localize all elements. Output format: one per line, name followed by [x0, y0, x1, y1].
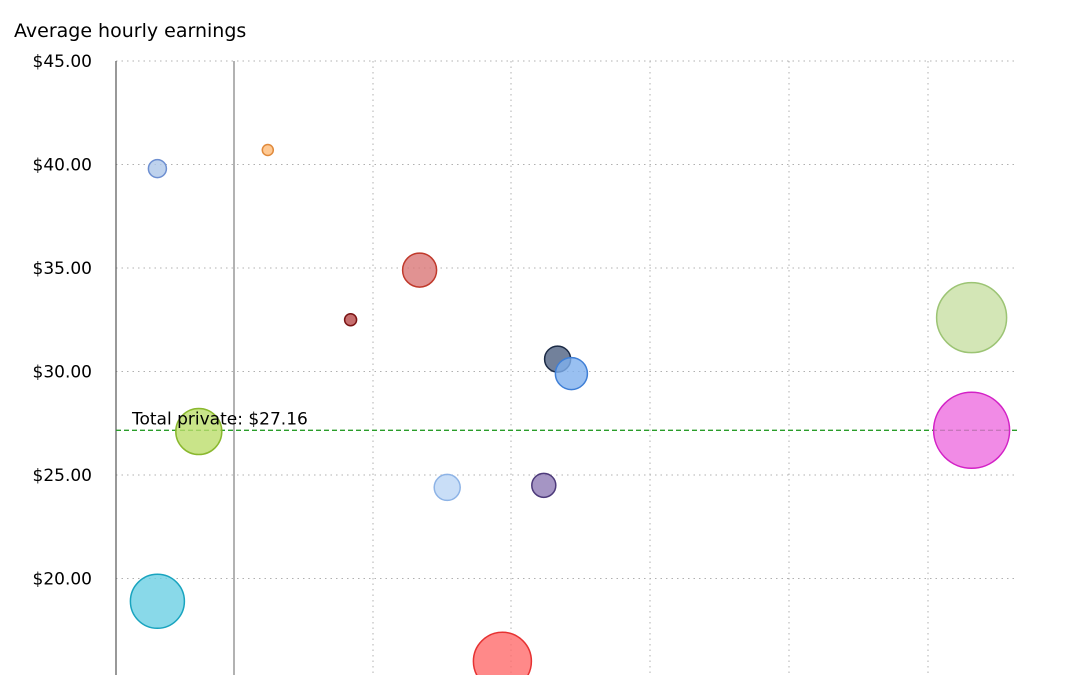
- bubble-point: [129, 573, 186, 630]
- bubble-point: [147, 158, 168, 179]
- y-tick-label: $25.00: [33, 466, 92, 486]
- bubble-point: [175, 407, 223, 456]
- y-axis-title: Average hourly earnings: [14, 20, 246, 42]
- bubble-point: [472, 631, 533, 675]
- y-tick-labels: $45.00 $40.00 $35.00 $30.00 $25.00 $20.00 $15.…: [33, 52, 92, 675]
- y-tick-label: $40.00: [33, 156, 92, 176]
- bubble-point: [531, 472, 557, 499]
- axis-layer: [115, 61, 235, 675]
- y-tick-label: $35.00: [33, 259, 92, 279]
- bubble-point: [401, 252, 438, 288]
- bubble-point: [935, 281, 1008, 354]
- bubble-point: [554, 356, 589, 391]
- bubble-point: [433, 473, 461, 502]
- bubble-point: [343, 313, 358, 327]
- reference-line-label: Total private: $27.16: [131, 409, 308, 429]
- y-tick-label: $20.00: [33, 570, 92, 590]
- y-tick-label: $30.00: [33, 363, 92, 383]
- bubble-layer: Total private: $27.16: [129, 143, 1011, 675]
- bubble-point: [261, 143, 275, 157]
- y-tick-label: $15.00: [33, 673, 92, 675]
- y-tick-label: $45.00: [33, 52, 92, 72]
- bubble-point: [932, 391, 1011, 470]
